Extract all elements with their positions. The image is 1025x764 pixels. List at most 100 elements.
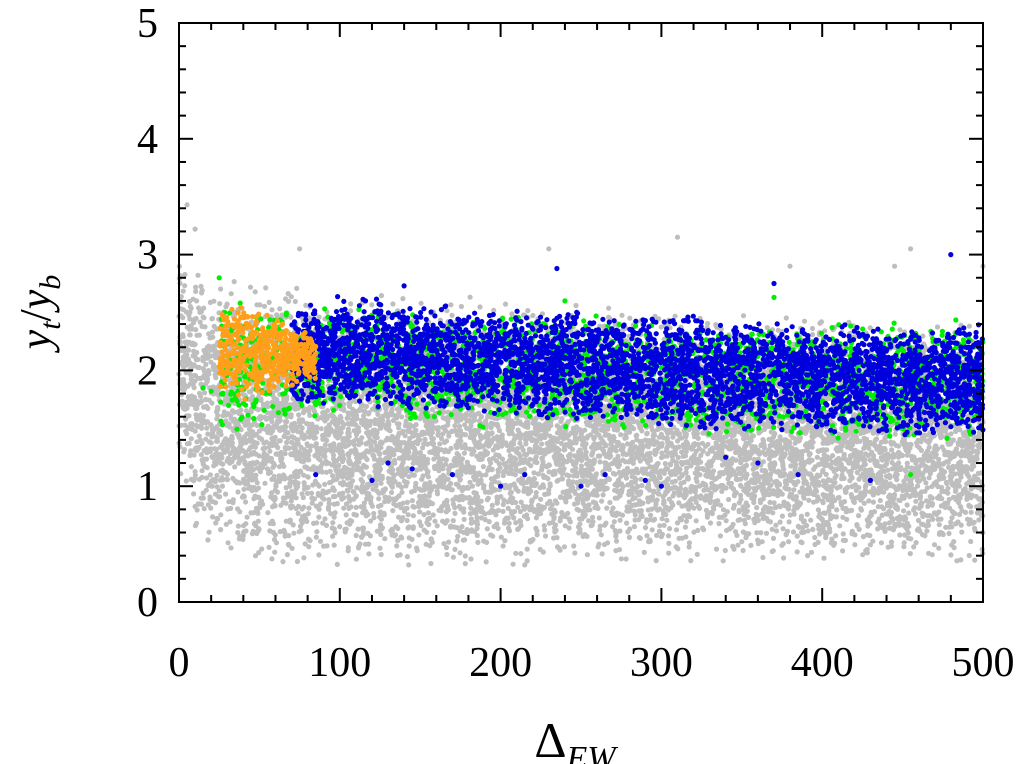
data-point [659, 516, 665, 522]
data-point [657, 523, 663, 529]
data-point [567, 519, 573, 525]
data-point [306, 408, 312, 414]
data-point [277, 306, 283, 312]
data-point [452, 546, 458, 553]
data-point [486, 519, 492, 525]
data-point [945, 459, 951, 465]
data-point [518, 499, 524, 505]
data-point [806, 497, 812, 503]
data-point [670, 434, 676, 440]
data-point [277, 529, 283, 535]
data-point [232, 464, 238, 470]
data-point [210, 364, 216, 370]
data-point [938, 516, 944, 522]
data-point [701, 487, 707, 493]
data-point [719, 514, 725, 520]
data-point [822, 510, 828, 516]
data-point [536, 502, 542, 508]
data-point [669, 479, 675, 485]
scatter-points [176, 202, 986, 568]
data-point [223, 436, 229, 442]
data-point [972, 525, 978, 532]
data-point [733, 438, 739, 444]
data-point [210, 334, 216, 340]
data-point [267, 448, 273, 454]
data-point [332, 510, 338, 516]
data-point [801, 318, 808, 324]
data-point [571, 543, 577, 549]
data-point [196, 433, 202, 439]
data-point [844, 516, 850, 523]
data-point [203, 361, 209, 367]
data-point [461, 516, 467, 523]
data-point [372, 417, 378, 423]
data-point [477, 304, 483, 310]
data-point [404, 554, 410, 560]
data-point [968, 538, 974, 545]
data-point [214, 472, 220, 478]
data-point [318, 426, 324, 432]
data-point [828, 478, 834, 484]
data-point [198, 452, 204, 458]
data-point [617, 528, 623, 534]
data-point [958, 522, 964, 528]
data-point [484, 526, 490, 532]
data-point [858, 506, 864, 512]
data-point [355, 526, 361, 532]
data-point [228, 291, 234, 297]
data-point [488, 532, 494, 538]
data-point [188, 436, 194, 442]
data-point [342, 464, 348, 470]
data-point [328, 510, 334, 517]
data-point [390, 301, 396, 307]
data-point [406, 562, 412, 568]
data-point [781, 466, 787, 472]
data-point [388, 465, 395, 471]
data-point [741, 468, 747, 474]
data-point [949, 515, 955, 521]
data-point [198, 393, 204, 399]
data-point [289, 434, 295, 440]
data-point [931, 542, 938, 548]
data-point [345, 545, 351, 551]
data-point [399, 489, 405, 495]
data-point [317, 538, 324, 544]
data-point [682, 524, 689, 530]
data-point [443, 457, 449, 463]
data-point [417, 509, 423, 515]
data-point [509, 311, 515, 317]
data-point [193, 412, 199, 418]
data-point [925, 503, 931, 509]
data-point [279, 461, 286, 467]
data-point [919, 532, 926, 538]
data-point [327, 480, 333, 486]
data-point [735, 542, 741, 548]
data-point [854, 469, 860, 476]
data-point [816, 514, 822, 520]
data-point [219, 483, 225, 489]
data-point [330, 473, 336, 479]
data-point [344, 415, 350, 421]
data-point [773, 522, 779, 528]
data-point [330, 520, 336, 526]
data-point [914, 443, 920, 449]
data-point [395, 525, 401, 532]
data-point [915, 483, 921, 489]
data-point [306, 505, 312, 511]
data-point [643, 437, 649, 443]
data-point [723, 518, 729, 524]
data-point [301, 480, 307, 486]
data-point [861, 445, 867, 451]
data-point [567, 451, 573, 457]
data-point [577, 529, 583, 535]
data-point [461, 450, 467, 456]
data-point [542, 533, 549, 539]
data-point [269, 490, 275, 496]
data-point [710, 458, 716, 464]
data-point [641, 549, 647, 556]
data-point [416, 532, 422, 538]
data-point [455, 533, 461, 540]
data-point [429, 407, 435, 413]
data-point [726, 496, 732, 503]
